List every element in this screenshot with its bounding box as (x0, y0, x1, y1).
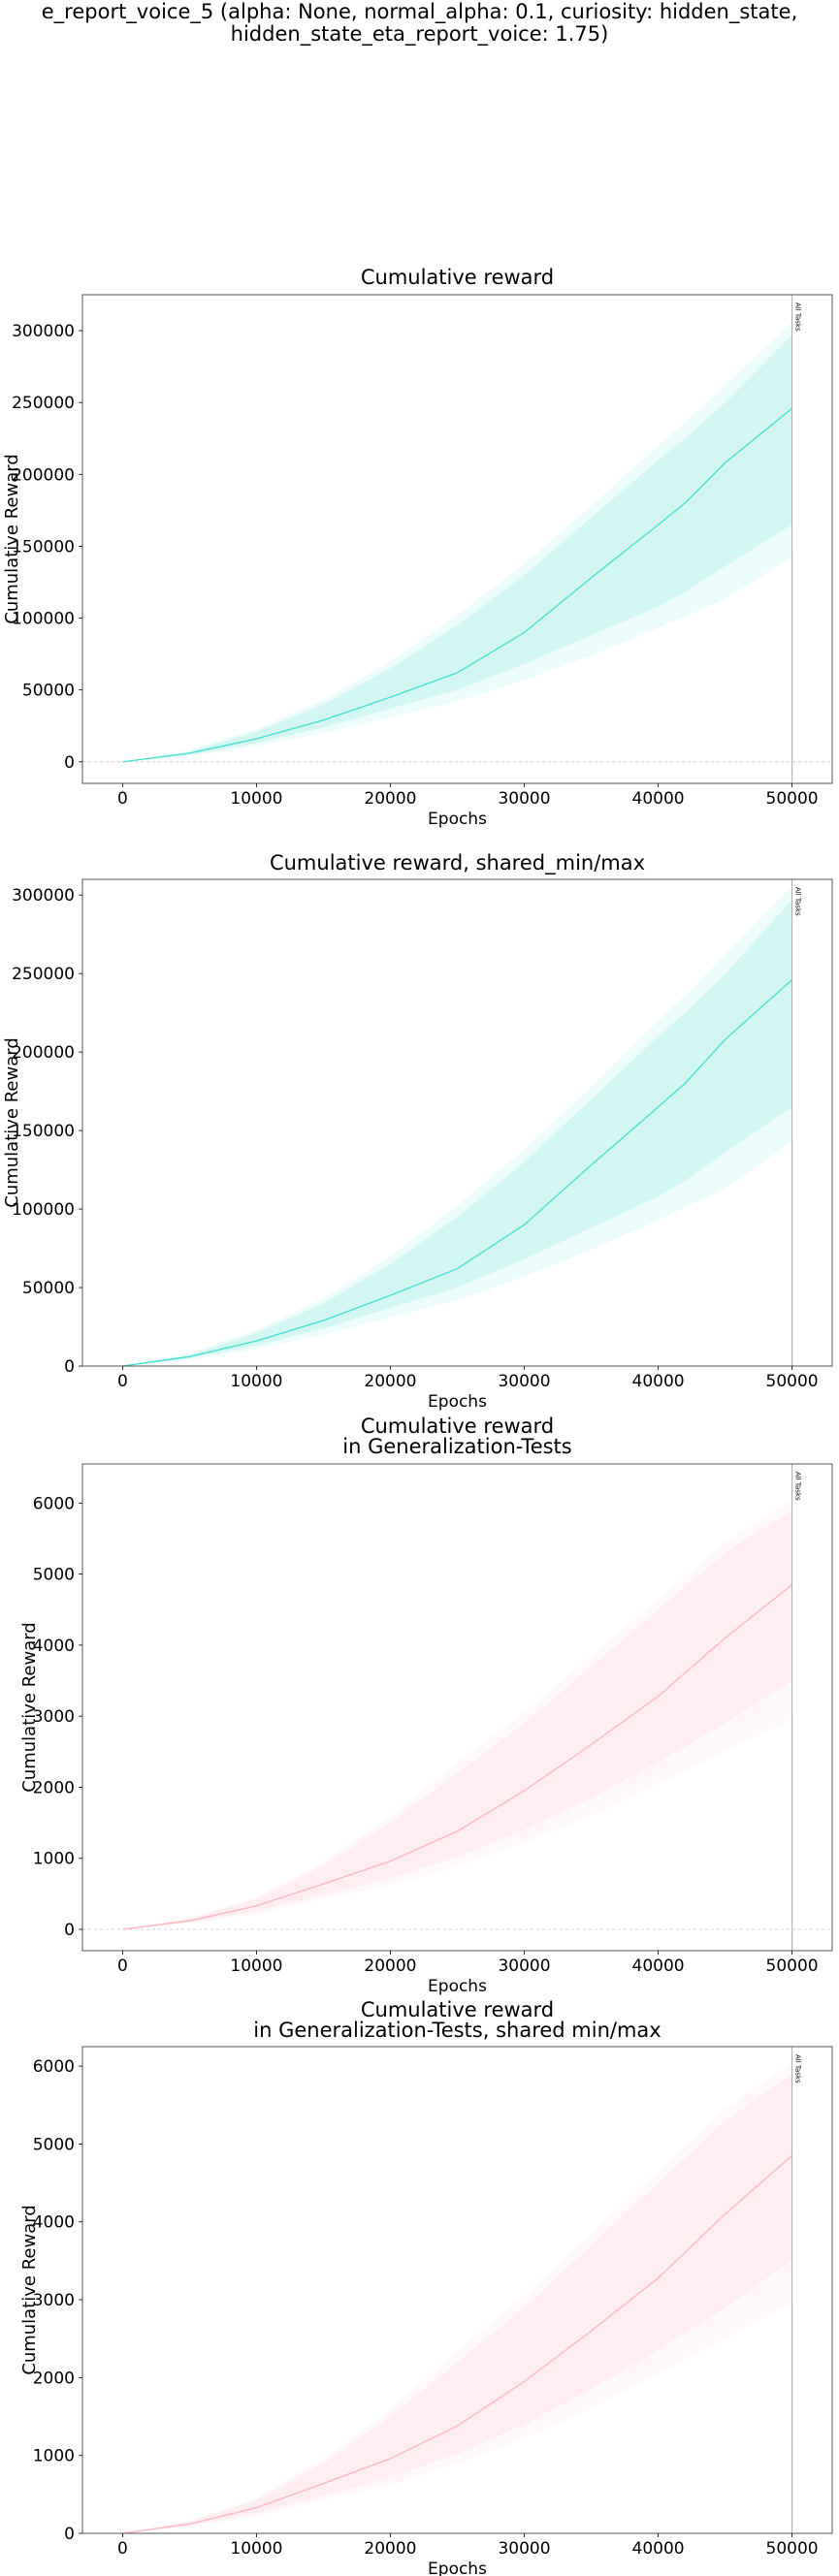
y-tick-label: 150000 (12, 537, 75, 557)
y-tick-label: 1000 (33, 2447, 75, 2466)
series-1-mean-line (122, 979, 793, 1367)
x-tick-label: 50000 (766, 789, 819, 809)
y-tick-label: 2000 (33, 2369, 75, 2388)
y-tick-label: 200000 (12, 1043, 75, 1063)
all-tasks-marker-label: All Tasks (794, 1472, 802, 1501)
y-axis-label: Cumulative Reward (2, 1037, 22, 1208)
x-tick-label: 40000 (632, 1372, 685, 1391)
y-tick-label: 250000 (12, 965, 75, 984)
chart-title-line-2: in Generalization-Tests (342, 1435, 571, 1458)
y-tick-label: 200000 (12, 465, 75, 485)
y-tick-label: 100000 (12, 610, 75, 629)
x-tick-label: 0 (117, 2539, 128, 2559)
x-tick-label: 50000 (766, 1372, 819, 1391)
x-tick-label: 40000 (632, 2539, 685, 2559)
series-1-outer-band (122, 1499, 792, 1929)
y-tick-label: 150000 (12, 1122, 75, 1141)
figure-title: e_report_voice_5 (alpha: None, normal_al… (0, 0, 839, 46)
x-tick-label: 0 (117, 1956, 128, 1976)
x-tick-label: 50000 (766, 1956, 819, 1976)
y-tick-label: 0 (64, 1921, 75, 1940)
x-tick-label: 10000 (230, 1956, 282, 1976)
y-tick-label: 4000 (33, 1637, 75, 1656)
x-tick-label: 20000 (364, 1372, 416, 1391)
series-1-mean-line (122, 2154, 793, 2534)
plot-frame (81, 878, 833, 1367)
chart-title-line-1: Cumulative reward (361, 1415, 554, 1438)
y-tick-label: 0 (64, 753, 75, 773)
x-tick-label: 20000 (364, 1956, 416, 1976)
y-axis-label: Cumulative Reward (19, 2205, 40, 2375)
plot-frame (81, 2046, 833, 2534)
series-1-inner-band (122, 334, 792, 762)
x-tick-label: 30000 (498, 2539, 550, 2559)
series-1-outer-band (122, 322, 792, 762)
y-axis-label: Cumulative Reward (2, 454, 22, 624)
x-tick-label: 30000 (498, 789, 550, 809)
chart-title-line-1: Cumulative reward, shared_min/max (270, 851, 645, 875)
plot-frame (81, 1463, 833, 1952)
chart-title-line-1: Cumulative reward (361, 1998, 554, 2021)
y-tick-label: 50000 (22, 1279, 75, 1298)
x-axis-label: Epochs (428, 2560, 487, 2576)
x-axis-label: Epochs (428, 1392, 487, 1412)
y-tick-label: 0 (64, 2525, 75, 2544)
x-tick-label: 10000 (230, 789, 282, 809)
chart-panel-1: All Tasks 0 10000 20000 30000 40000 50000 0 5000… (2, 266, 833, 829)
x-tick-label: 20000 (364, 789, 416, 809)
chart-panel-4: All Tasks 0 10000 20000 30000 40000 50000 0 1000… (19, 1998, 833, 2576)
x-tick-label: 40000 (632, 789, 685, 809)
figure-title-line-1: e_report_voice_5 (alpha: None, normal_al… (41, 0, 798, 23)
x-tick-label: 0 (117, 789, 128, 809)
y-tick-label: 3000 (33, 1707, 75, 1727)
y-tick-label: 0 (64, 1357, 75, 1377)
x-tick-label: 30000 (498, 1372, 550, 1391)
x-tick-label: 10000 (230, 1372, 282, 1391)
all-tasks-marker-label: All Tasks (794, 2054, 802, 2083)
y-tick-label: 1000 (33, 1850, 75, 1869)
y-tick-label: 300000 (12, 322, 75, 341)
y-tick-label: 6000 (33, 2057, 75, 2077)
series-1-outer-band (122, 2062, 792, 2533)
all-tasks-marker-label: All Tasks (794, 887, 802, 916)
y-tick-label: 300000 (12, 886, 75, 906)
plot-frame (81, 294, 833, 784)
y-tick-label: 100000 (12, 1200, 75, 1220)
chart-panel-2: All Tasks 0 10000 20000 30000 40000 50000 0 5000… (2, 851, 833, 1412)
chart-title-line-1: Cumulative reward (361, 266, 554, 289)
figure-title-line-2: hidden_state_eta_report_voice: 1.75) (230, 22, 609, 46)
y-tick-label: 3000 (33, 2291, 75, 2310)
y-tick-label: 6000 (33, 1494, 75, 1513)
y-tick-label: 50000 (22, 682, 75, 701)
series-1-inner-band (122, 1510, 792, 1929)
y-tick-label: 250000 (12, 394, 75, 413)
all-tasks-marker-label: All Tasks (794, 302, 802, 332)
x-tick-label: 20000 (364, 2539, 416, 2559)
x-tick-label: 0 (117, 1372, 128, 1391)
y-axis-label: Cumulative Reward (19, 1622, 40, 1793)
x-tick-label: 10000 (230, 2539, 282, 2559)
y-tick-label: 4000 (33, 2213, 75, 2233)
x-axis-label: Epochs (428, 810, 487, 829)
x-axis-label: Epochs (428, 1977, 487, 1996)
chart-panel-3: All Tasks 0 10000 20000 30000 40000 50000 0 1000… (19, 1415, 833, 1996)
y-tick-label: 5000 (33, 2135, 75, 2154)
x-tick-label: 50000 (766, 2539, 819, 2559)
y-tick-label: 2000 (33, 1778, 75, 1797)
series-1-inner-band (122, 2074, 792, 2533)
x-tick-label: 40000 (632, 1956, 685, 1976)
series-1-mean-line (122, 407, 793, 763)
chart-title-line-2: in Generalization-Tests, shared min/max (253, 2019, 661, 2042)
y-tick-label: 5000 (33, 1566, 75, 1585)
series-1-mean-line (122, 1584, 793, 1930)
series-1-outer-band (122, 885, 792, 1366)
series-1-inner-band (122, 900, 792, 1366)
x-tick-label: 30000 (498, 1956, 550, 1976)
